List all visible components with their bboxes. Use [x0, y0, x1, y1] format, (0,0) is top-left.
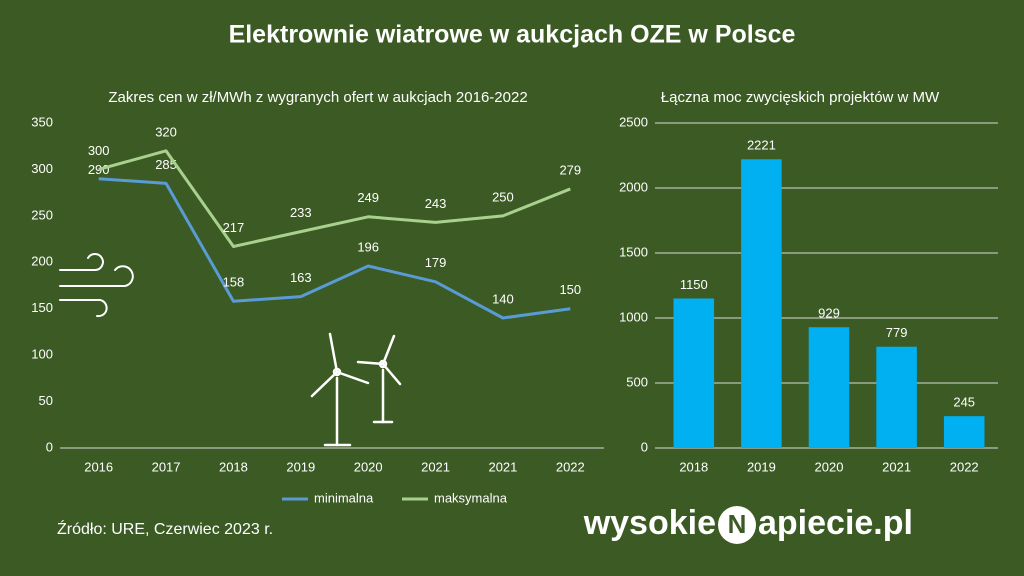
source: Źródło: URE, Czerwiec 2023 r. [57, 519, 273, 538]
data-label: 300 [88, 143, 110, 158]
x-tick-label: 2022 [950, 459, 979, 474]
x-tick-label: 2019 [747, 459, 776, 474]
x-tick-label: 2022 [556, 459, 585, 474]
y-tick-label: 150 [31, 300, 53, 315]
y-tick-label: 300 [31, 161, 53, 176]
data-label: 217 [223, 220, 245, 235]
y-tick-label: 0 [641, 439, 648, 454]
data-label: 929 [818, 306, 840, 321]
x-tick-label: 2021 [421, 459, 450, 474]
logo-circle [718, 506, 756, 544]
data-label: 179 [425, 255, 447, 270]
x-tick-label: 2018 [679, 459, 708, 474]
x-tick-label: 2021 [882, 459, 911, 474]
turbine-icon [310, 332, 402, 447]
x-tick-label: 2021 [488, 459, 517, 474]
y-tick-label: 2500 [619, 114, 648, 129]
chart-title: Łączna moc zwycięskich projektów w MW [661, 89, 940, 106]
data-label: 245 [953, 395, 975, 410]
data-label: 320 [155, 124, 177, 139]
data-label: 290 [88, 162, 110, 177]
bar [808, 327, 850, 448]
chart-title: Zakres cen w zł/MWh z wygranych ofert w … [108, 89, 527, 106]
x-tick-label: 2019 [286, 459, 315, 474]
x-tick-label: 2020 [354, 459, 383, 474]
legend-label: minimalna [314, 490, 374, 505]
legend-label: maksymalna [434, 490, 508, 505]
data-label: 196 [357, 239, 379, 254]
wind-icon [59, 253, 134, 318]
bar [673, 298, 715, 448]
data-label: 249 [357, 190, 379, 205]
y-tick-label: 1500 [619, 244, 648, 259]
x-tick-label: 2018 [219, 459, 248, 474]
data-label: 140 [492, 291, 514, 306]
x-tick-label: 2020 [815, 459, 844, 474]
y-tick-label: 500 [626, 374, 648, 389]
y-tick-label: 0 [46, 439, 53, 454]
logo-left: wysokie [583, 504, 716, 542]
data-label: 279 [559, 162, 581, 177]
data-label: 250 [492, 189, 514, 204]
logo-letter: N [728, 509, 747, 539]
data-label: 779 [886, 325, 908, 340]
title: Elektrownie wiatrowe w aukcjach OZE w Po… [229, 21, 796, 49]
x-tick-label: 2017 [152, 459, 181, 474]
y-tick-label: 2000 [619, 179, 648, 194]
data-label: 1150 [680, 277, 708, 292]
bar [741, 159, 782, 448]
bar [876, 346, 917, 448]
bar [943, 416, 985, 448]
logo-right: apiecie.pl [758, 504, 913, 542]
x-tick-label: 2016 [84, 459, 113, 474]
y-tick-label: 350 [31, 114, 53, 129]
line-series [98, 149, 571, 248]
y-tick-label: 100 [31, 347, 53, 362]
data-label: 233 [290, 205, 312, 220]
line-series [98, 177, 571, 320]
data-label: 150 [559, 282, 581, 297]
y-tick-label: 50 [39, 393, 53, 408]
data-label: 163 [290, 270, 312, 285]
y-tick-label: 200 [31, 254, 53, 269]
y-tick-label: 1000 [619, 309, 648, 324]
y-tick-label: 250 [31, 207, 53, 222]
data-label: 243 [425, 196, 447, 211]
data-label: 2221 [747, 138, 776, 153]
data-label: 158 [223, 275, 245, 290]
